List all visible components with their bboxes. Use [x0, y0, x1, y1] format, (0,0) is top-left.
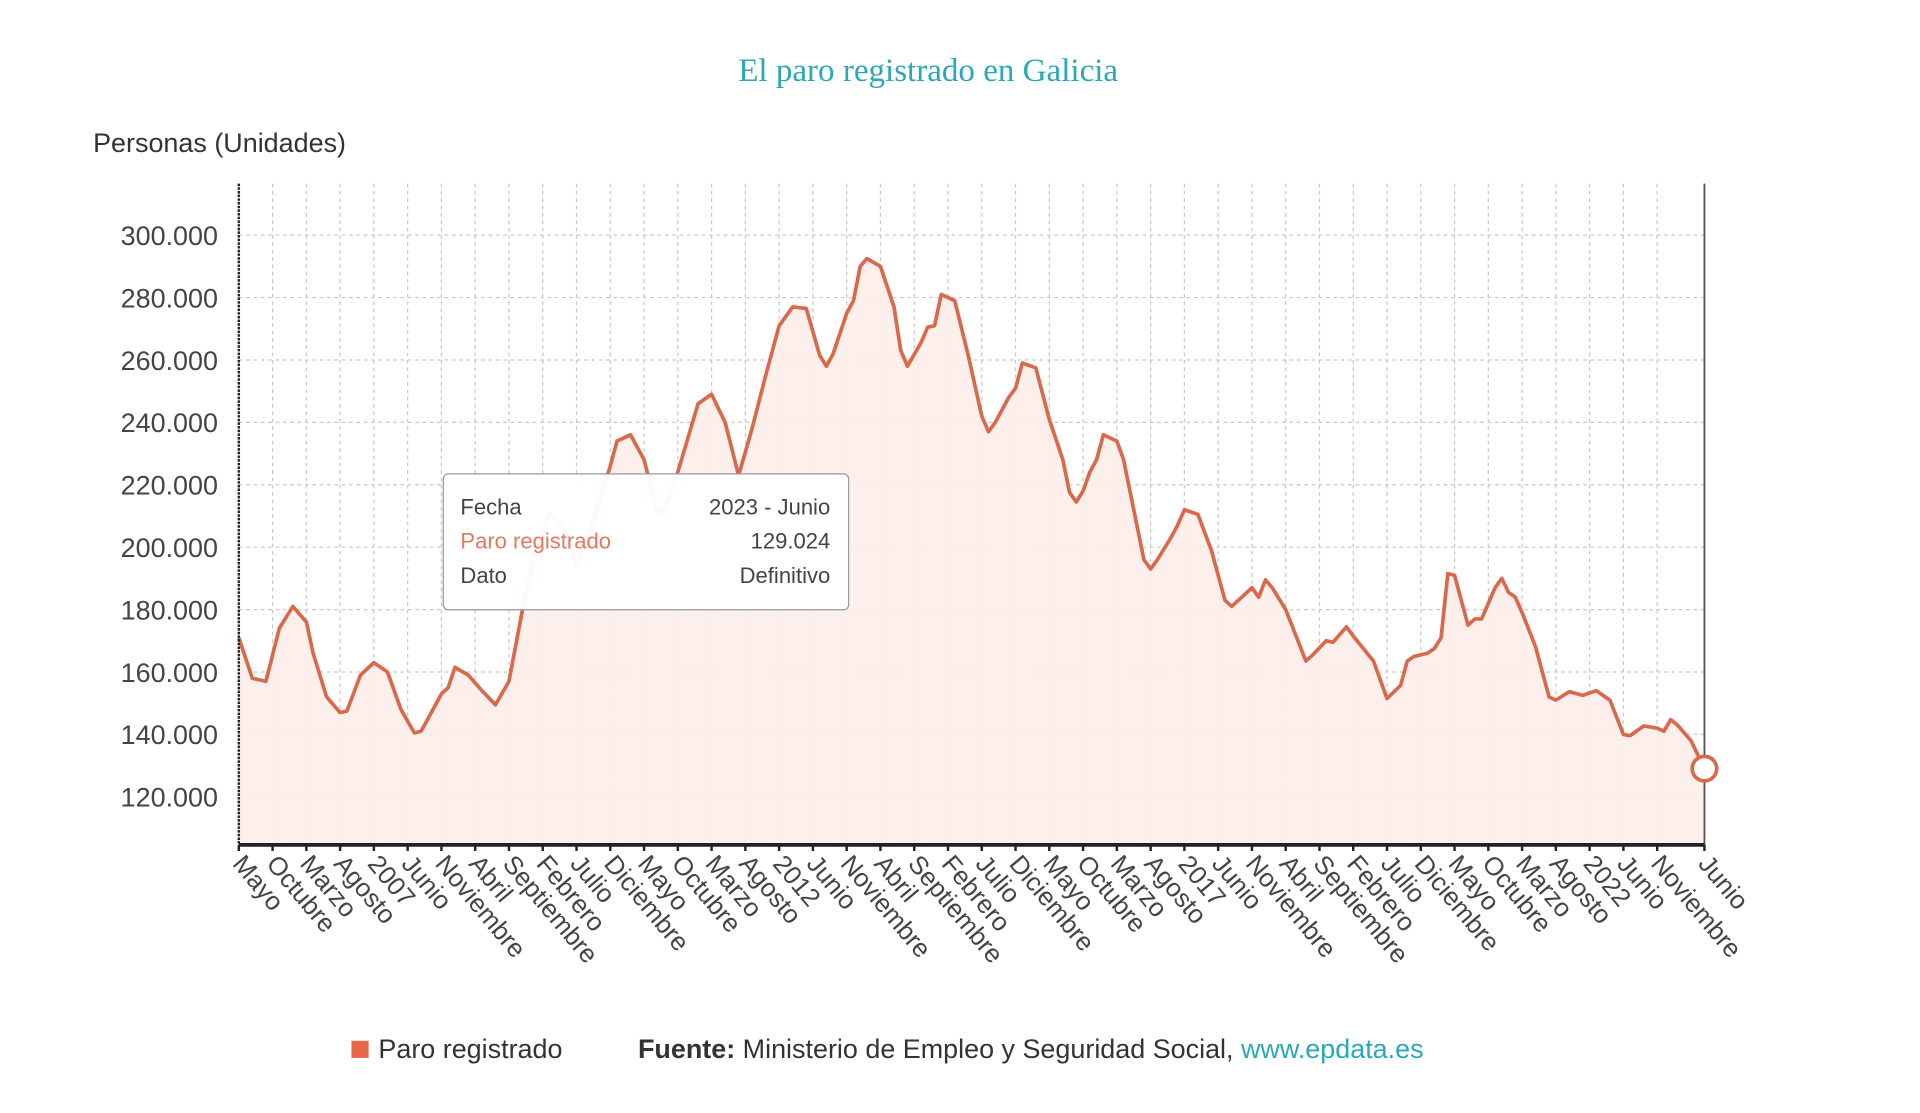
axes [237, 183, 1706, 847]
tooltip-value-dato: Definitivo [740, 563, 831, 588]
highlighted-point[interactable] [1690, 754, 1719, 783]
source-link[interactable]: www.epdata.es [1240, 1034, 1424, 1064]
series-line [237, 256, 1707, 770]
tooltip-value-paro: 129.024 [751, 529, 831, 554]
y-tick-label: 300.000 [121, 221, 218, 251]
tooltip-value-fecha: 2023 - Junio [709, 494, 830, 519]
y-tick-label: 160.000 [121, 658, 218, 688]
tooltip-label-fecha: Fecha [460, 494, 522, 519]
y-tick-label: 200.000 [121, 533, 218, 563]
series-area [238, 258, 1705, 845]
legend-label[interactable]: Paro registrado [378, 1034, 562, 1064]
y-tick-label: 280.000 [121, 283, 218, 313]
tooltip-label-paro: Paro registrado [460, 529, 611, 554]
source-label: Fuente: [638, 1034, 735, 1064]
tooltip: Fecha 2023 - Junio Paro registrado 129.0… [442, 473, 850, 611]
y-axis-label: Personas (Unidades) [93, 128, 346, 158]
legend-swatch [351, 1040, 369, 1058]
y-tick-label: 240.000 [121, 408, 218, 438]
x-ticks: MayoOctubreMarzoAgosto2007JunioNoviembre… [227, 844, 1753, 969]
chart-title: El paro registrado en Galicia [738, 53, 1118, 89]
y-ticks: 120.000 140.000 160.000 180.000 200.000 220.0… [121, 221, 218, 813]
y-tick-label: 140.000 [121, 720, 218, 750]
y-tick-label: 120.000 [121, 783, 218, 813]
y-tick-label: 180.000 [121, 595, 218, 625]
source-note: Fuente: Ministerio de Empleo y Seguridad… [638, 1034, 1424, 1064]
y-tick-label: 220.000 [121, 471, 218, 501]
source-text: Ministerio de Empleo y Seguridad Social, [735, 1034, 1241, 1064]
legend: Paro registrado [351, 1034, 562, 1064]
tooltip-label-dato: Dato [460, 563, 507, 588]
y-tick-label: 260.000 [121, 346, 218, 376]
